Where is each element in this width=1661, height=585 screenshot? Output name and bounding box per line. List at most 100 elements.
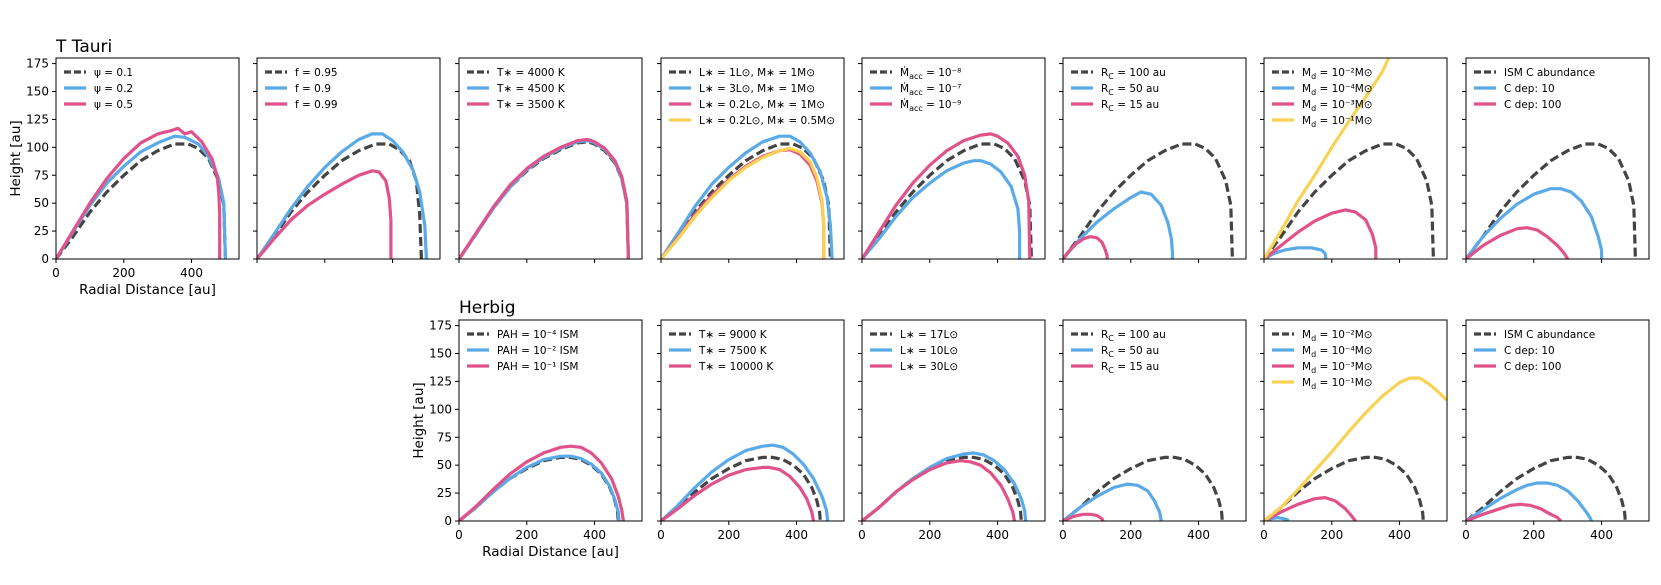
panel-0-2: T∗ = 4000 K T∗ = 4500 K T∗ = 3500 K xyxy=(455,57,643,263)
legend-label: T∗ = 7500 K xyxy=(698,345,768,357)
y-tick-label: 150 xyxy=(26,85,49,99)
legend-label: L∗ = 3L⊙, M∗ = 1M⊙ xyxy=(699,83,815,95)
y-tick-label: 100 xyxy=(26,140,49,154)
y-tick-label: 125 xyxy=(429,374,452,388)
legend: RC = 100 au RC = 50 au RC = 15 au xyxy=(1071,329,1166,375)
legend: T∗ = 4000 K T∗ = 4500 K T∗ = 3500 K xyxy=(467,67,566,111)
x-tick-label: 400 xyxy=(1388,528,1411,542)
legend-label: ψ = 0.5 xyxy=(94,99,133,111)
legend-label: PAH = 10⁻⁴ ISM xyxy=(497,329,578,341)
legend: ψ = 0.1 ψ = 0.2 ψ = 0.5 xyxy=(64,67,133,111)
legend-label: L∗ = 30L⊙ xyxy=(900,361,958,373)
legend-label: L∗ = 0.2L⊙, M∗ = 0.5M⊙ xyxy=(699,115,835,127)
axes-frame xyxy=(458,57,643,260)
legend-label: RC = 100 au xyxy=(1101,67,1166,81)
panel-1-6: 0 200 400 Md = 10⁻²M⊙ Md = 10⁻⁴M⊙ Md = 10⁻³M⊙… xyxy=(1260,319,1448,542)
x-tick-label: 200 xyxy=(1119,528,1142,542)
x-tick-label: 0 xyxy=(52,266,60,280)
legend-label: Md = 10⁻⁴M⊙ xyxy=(1302,83,1373,97)
legend-label: L∗ = 1L⊙, M∗ = 1M⊙ xyxy=(699,67,815,79)
legend-label: RC = 50 au xyxy=(1101,345,1159,359)
y-tick-label: 25 xyxy=(437,486,452,500)
legend-label: Ṁacc = 10⁻⁸ xyxy=(900,66,961,81)
legend-label: Md = 10⁻¹M⊙ xyxy=(1302,115,1373,129)
series-line-0 xyxy=(1063,455,1224,521)
series-line-1 xyxy=(459,454,621,521)
legend-label: ψ = 0.2 xyxy=(94,83,133,95)
series-line-2 xyxy=(1466,226,1570,259)
legend-label: Md = 10⁻³M⊙ xyxy=(1302,361,1373,375)
legend: RC = 100 au RC = 50 au RC = 15 au xyxy=(1071,67,1166,113)
y-tick-label: 25 xyxy=(34,224,49,238)
panel-curves xyxy=(661,134,834,259)
series-line-2 xyxy=(257,169,393,259)
series-line-2 xyxy=(1264,496,1357,521)
series-line-3 xyxy=(661,146,826,259)
panel-curves xyxy=(1466,142,1637,259)
legend-label: Ṁacc = 10⁻⁷ xyxy=(900,82,961,97)
legend: Md = 10⁻²M⊙ Md = 10⁻⁴M⊙ Md = 10⁻³M⊙ Md = 10… xyxy=(1272,329,1373,391)
series-line-0 xyxy=(1466,142,1637,259)
x-tick-label: 0 xyxy=(1059,528,1067,542)
legend-label: f = 0.95 xyxy=(295,67,338,79)
x-tick-label: 400 xyxy=(583,528,606,542)
panel-curves xyxy=(257,132,428,259)
series-line-0 xyxy=(1264,455,1425,521)
panel-0-3: L∗ = 1L⊙, M∗ = 1M⊙ L∗ = 3L⊙, M∗ = 1M⊙ L∗ =… xyxy=(657,57,845,263)
legend-label: ISM C abundance xyxy=(1504,329,1595,341)
series-line-1 xyxy=(1063,482,1163,521)
series-line-2 xyxy=(862,132,1032,259)
series-line-2 xyxy=(459,444,625,521)
panel-0-0: 0 200 400 0 25 50 75 100 125 150 175 Radial Distanc… xyxy=(8,57,240,298)
panel-0-6: Md = 10⁻²M⊙ Md = 10⁻⁴M⊙ Md = 10⁻³M⊙ Md = 10… xyxy=(1260,57,1448,263)
y-axis-label: Height [au] xyxy=(8,120,24,196)
x-tick-label: 0 xyxy=(1462,528,1470,542)
axes-frame xyxy=(1465,319,1650,522)
series-line-3 xyxy=(1264,58,1391,259)
panel-curves xyxy=(1264,58,1435,259)
x-axis-label: Radial Distance [au] xyxy=(482,544,619,560)
legend-label: Md = 10⁻²M⊙ xyxy=(1302,67,1373,81)
row-title-herbig: Herbig xyxy=(459,298,516,318)
panel-curves xyxy=(1063,142,1234,259)
legend-label: Ṁacc = 10⁻⁹ xyxy=(900,98,961,113)
panel-curves xyxy=(56,126,227,259)
legend-label: ψ = 0.1 xyxy=(94,67,133,79)
x-tick-label: 200 xyxy=(1522,528,1545,542)
axes-frame xyxy=(1062,57,1247,260)
legend-label: PAH = 10⁻² ISM xyxy=(497,345,578,357)
panel-1-3: 0 200 400 T∗ = 9000 K T∗ = 7500 K T∗ = 10000 … xyxy=(657,319,845,542)
series-line-1 xyxy=(1063,190,1175,259)
legend: ISM C abundance C dep: 10 C dep: 100 xyxy=(1474,329,1595,373)
x-tick-label: 200 xyxy=(1320,528,1343,542)
series-line-2 xyxy=(661,148,826,259)
series-line-2 xyxy=(1063,235,1109,259)
x-tick-label: 200 xyxy=(112,266,135,280)
legend: Md = 10⁻²M⊙ Md = 10⁻⁴M⊙ Md = 10⁻³M⊙ Md = 10… xyxy=(1272,67,1373,129)
series-line-1 xyxy=(661,134,834,259)
series-line-2 xyxy=(459,137,630,259)
row-title-t-tauri: T Tauri xyxy=(55,37,112,57)
panel-curves xyxy=(1264,376,1447,521)
legend-label: T∗ = 9000 K xyxy=(698,329,768,341)
legend-label: ISM C abundance xyxy=(1504,67,1595,79)
axes-frame xyxy=(458,319,643,522)
panel-curves xyxy=(1466,455,1627,521)
series-line-1 xyxy=(1466,187,1604,259)
series-line-3 xyxy=(1264,376,1447,521)
legend-label: T∗ = 4500 K xyxy=(496,83,566,95)
legend: ISM C abundance C dep: 10 C dep: 100 xyxy=(1474,67,1595,111)
legend-label: C dep: 100 xyxy=(1504,99,1561,111)
y-tick-label: 0 xyxy=(41,252,49,266)
legend-label: T∗ = 4000 K xyxy=(496,67,566,79)
panel-curves xyxy=(1063,455,1224,521)
series-line-1 xyxy=(257,132,428,259)
legend-label: RC = 100 au xyxy=(1101,329,1166,343)
x-tick-label: 200 xyxy=(918,528,941,542)
legend-label: Md = 10⁻¹M⊙ xyxy=(1302,377,1373,391)
legend-label: C dep: 10 xyxy=(1504,83,1555,95)
legend-label: RC = 15 au xyxy=(1101,99,1159,113)
legend: T∗ = 9000 K T∗ = 7500 K T∗ = 10000 K xyxy=(669,329,774,373)
x-tick-label: 0 xyxy=(455,528,463,542)
